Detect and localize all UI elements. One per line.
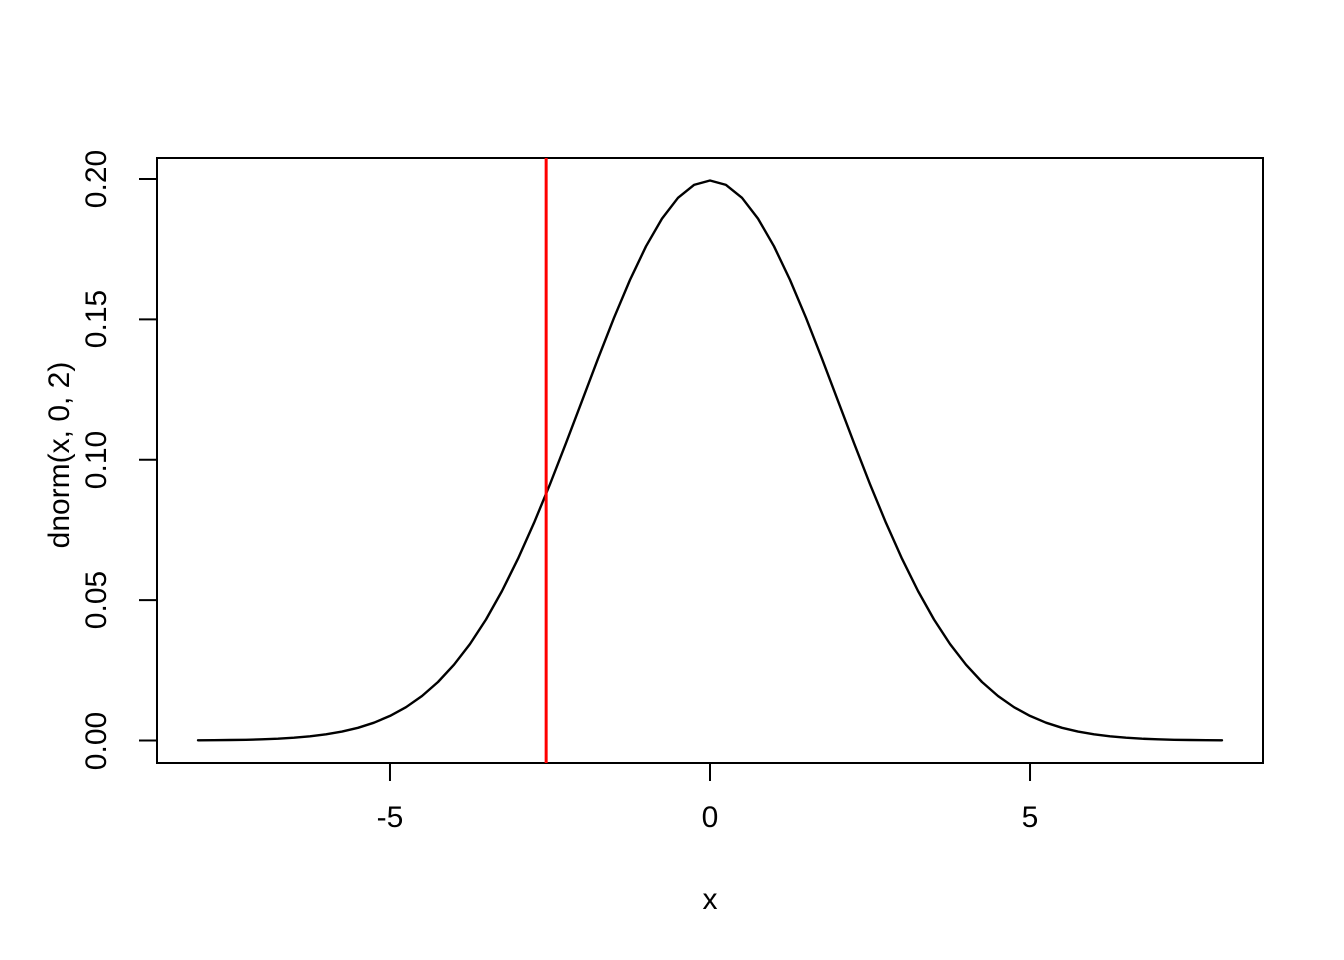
y-axis-title: dnorm(x, 0, 2) [43,361,76,549]
x-axis-title: x [702,883,718,916]
plot-box [156,157,1264,764]
y-axis-tick-label: 0.15 [80,290,113,349]
y-axis-tick-label: 0.00 [80,711,113,770]
y-axis-tick-label: 0.10 [80,430,113,489]
x-axis-tick-label: 5 [1021,801,1039,834]
density-curve [196,179,1224,742]
y-axis-tick-label: 0.05 [80,570,113,630]
y-axis-tick-label: 0.20 [80,149,113,209]
x-axis-tick-label: -5 [376,801,404,834]
x-axis-tick-label: 0 [701,801,719,834]
